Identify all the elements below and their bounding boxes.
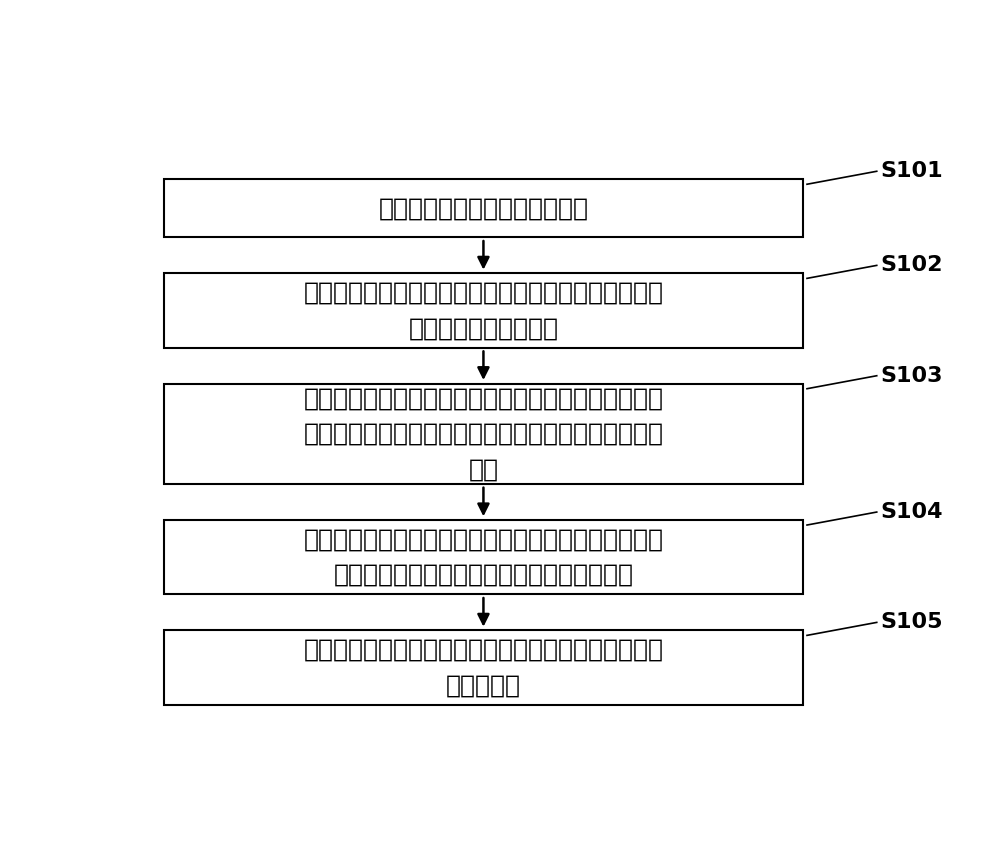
FancyBboxPatch shape xyxy=(164,384,803,484)
FancyBboxPatch shape xyxy=(164,631,803,705)
Text: 生成铁水罐车当前次受铁的铁次号信息，并根据铁次号
信息和唯一标识信息生成铁水罐车的分配信息: 生成铁水罐车当前次受铁的铁次号信息，并根据铁次号 信息和唯一标识信息生成铁水罐车… xyxy=(303,528,663,587)
FancyBboxPatch shape xyxy=(164,273,803,348)
FancyBboxPatch shape xyxy=(164,520,803,594)
Text: 在铁水罐车运行至第一高炉处空罐上道时，根据唯一标
识信息确认所述铁水罐车并从第一高炉向所述铁水罐车
受铁: 在铁水罐车运行至第一高炉处空罐上道时，根据唯一标 识信息确认所述铁水罐车并从第一… xyxy=(303,386,663,481)
Text: S102: S102 xyxy=(881,255,943,276)
Text: S105: S105 xyxy=(881,612,943,632)
Text: S103: S103 xyxy=(881,366,943,386)
Text: 根据配罐计划选择铁水罐车，并生成铁水罐车在当前作
业周期的唯一标识信息: 根据配罐计划选择铁水罐车，并生成铁水罐车在当前作 业周期的唯一标识信息 xyxy=(303,281,663,341)
Text: S104: S104 xyxy=(881,502,943,522)
Text: S101: S101 xyxy=(881,161,943,181)
Text: 在铁水罐车运行至目标倒罐站上道时，利用分配信息核
对铁水罐车: 在铁水罐车运行至目标倒罐站上道时，利用分配信息核 对铁水罐车 xyxy=(303,638,663,697)
FancyBboxPatch shape xyxy=(164,179,803,238)
Text: 获取当前次铁水运输的配罐计划: 获取当前次铁水运输的配罐计划 xyxy=(378,196,588,220)
